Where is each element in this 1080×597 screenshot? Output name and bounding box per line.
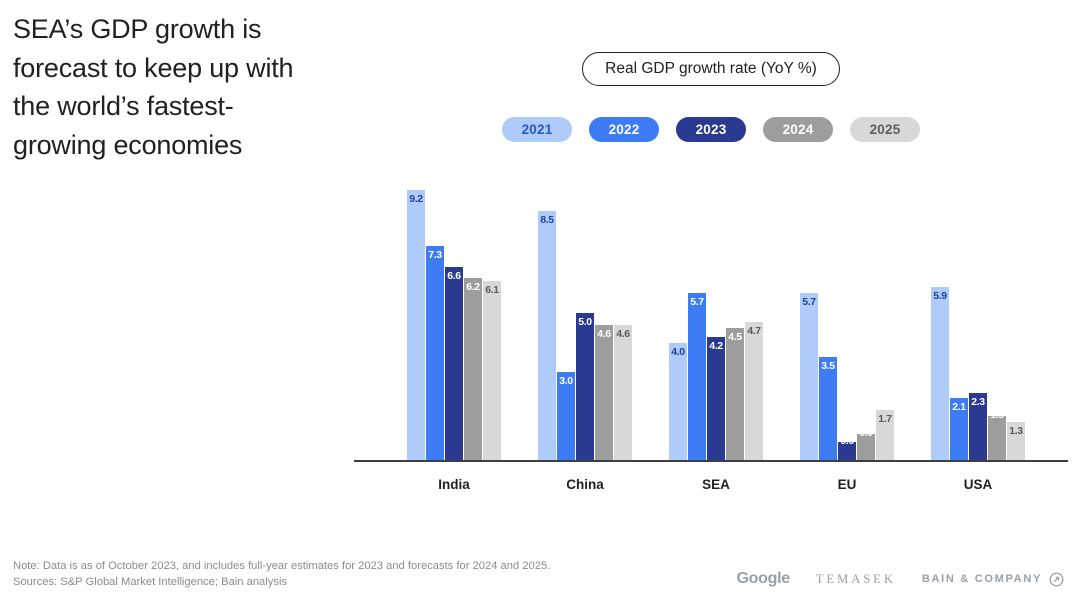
bar-value-label-2022-india: 7.3 [428, 249, 442, 261]
legend-pill-2023: 2023 [676, 117, 746, 142]
bar-2024-eu: 0.9 [857, 434, 875, 460]
bar-2025-eu: 1.7 [876, 410, 894, 460]
bain-logo-text: BAIN & COMPANY [921, 573, 1042, 585]
bar-2021-eu: 5.7 [800, 293, 818, 460]
bar-group-india: 9.2 7.3 6.6 6.2 6.1 [407, 160, 501, 460]
legend-pill-2024: 2024 [763, 117, 833, 142]
category-label-sea: SEA [702, 477, 730, 492]
bar-2022-china: 3.0 [557, 372, 575, 460]
bar-value-label-2022-china: 3.0 [559, 375, 573, 387]
chart-legend: 2021 2022 2023 2024 2025 [354, 117, 1068, 142]
bar-value-label-2021-sea: 4.0 [671, 346, 685, 358]
bar-value-label-2023-eu: 0.6 [838, 442, 856, 447]
bain-logo: BAIN & COMPANY [922, 572, 1064, 587]
bar-2024-sea: 4.5 [726, 328, 744, 460]
chart-title-pill: Real GDP growth rate (YoY %) [582, 52, 840, 86]
category-label-india: India [438, 477, 470, 492]
category-label-usa: USA [963, 477, 993, 492]
bar-2025-sea: 4.7 [745, 322, 763, 460]
legend-pill-2022: 2022 [589, 117, 659, 142]
bar-value-label-2022-sea: 5.7 [690, 296, 704, 308]
bar-2025-usa: 1.3 [1007, 422, 1025, 460]
bar-value-label-2023-china: 5.0 [578, 316, 592, 328]
bar-value-label-2024-china: 4.6 [597, 328, 611, 340]
bar-2023-china: 5.0 [576, 313, 594, 460]
bain-logo-icon [1049, 572, 1064, 586]
bar-2022-eu: 3.5 [819, 357, 837, 460]
bar-2022-sea: 5.7 [688, 293, 706, 460]
bar-value-label-2024-sea: 4.5 [728, 331, 742, 343]
bar-group-sea: 4.0 5.7 4.2 4.5 4.7 [669, 160, 763, 460]
bar-value-label-2021-usa: 5.9 [933, 290, 947, 302]
bar-2023-sea: 4.2 [707, 337, 725, 460]
bar-value-label-2025-usa: 1.3 [1009, 425, 1023, 437]
bar-value-label-2025-eu: 1.7 [878, 413, 892, 425]
bar-2025-india: 6.1 [483, 281, 501, 460]
bar-2024-india: 6.2 [464, 278, 482, 460]
bar-2023-eu: 0.6 [838, 442, 856, 460]
bar-value-label-2021-india: 9.2 [409, 193, 423, 205]
note-line: Note: Data is as of October 2023, and in… [13, 560, 551, 572]
bar-2021-china: 8.5 [538, 211, 556, 460]
bar-value-label-2025-sea: 4.7 [747, 325, 761, 337]
chart-title-wrap: Real GDP growth rate (YoY %) [354, 52, 1068, 86]
legend-pill-2025: 2025 [850, 117, 920, 142]
bar-2022-india: 7.3 [426, 246, 444, 460]
category-label-eu: EU [837, 477, 857, 492]
chart-area: Real GDP growth rate (YoY %) 2021 2022 202… [354, 0, 1068, 520]
google-logo: Google [736, 570, 791, 587]
bar-value-label-2022-eu: 3.5 [821, 360, 835, 372]
bar-value-label-2022-usa: 2.1 [952, 401, 966, 413]
bar-2021-india: 9.2 [407, 190, 425, 460]
bar-value-label-2021-eu: 5.7 [802, 296, 816, 308]
bar-2023-usa: 2.3 [969, 393, 987, 460]
bar-value-label-2024-eu: 0.9 [857, 434, 875, 439]
page-title: SEA’s GDP growth is forecast to keep up … [13, 14, 294, 160]
bar-value-label-2024-india: 6.2 [466, 281, 480, 293]
bar-value-label-2025-china: 4.6 [616, 328, 630, 340]
bar-group-usa: 5.9 2.1 2.3 1.51.3 [931, 160, 1025, 460]
plot-area: 9.2 7.3 6.6 6.2 6.1 8.5 3.0 5.0 4.6 4.6 4.0 5.7 4.2 4… [354, 160, 1068, 462]
bar-2024-usa: 1.5 [988, 416, 1006, 460]
bar-value-label-2025-india: 6.1 [485, 284, 499, 296]
bar-group-china: 8.5 3.0 5.0 4.6 4.6 [538, 160, 632, 460]
bar-value-label-2023-usa: 2.3 [971, 396, 985, 408]
bar-value-label-2021-china: 8.5 [540, 214, 554, 226]
temasek-logo: TEMASEK [815, 571, 896, 586]
bar-2023-india: 6.6 [445, 267, 463, 460]
bar-2021-sea: 4.0 [669, 343, 687, 460]
branding-row: Google TEMASEK BAIN & COMPANY [737, 570, 1065, 588]
bar-value-label-2024-usa: 1.5 [988, 416, 1006, 421]
bar-2024-china: 4.6 [595, 325, 613, 460]
bar-group-eu: 5.7 3.5 0.60.9 1.7 [800, 160, 894, 460]
bar-2021-usa: 5.9 [931, 287, 949, 460]
category-axis: India China SEA EU USA [354, 477, 1068, 497]
footnote: Note: Data is as of October 2023, and in… [13, 559, 550, 590]
sources-line: Sources: S&P Global Market Intelligence;… [13, 575, 288, 588]
legend-pill-2021: 2021 [502, 117, 572, 142]
category-label-china: China [566, 477, 604, 492]
bar-value-label-2023-sea: 4.2 [709, 340, 723, 352]
bar-value-label-2023-india: 6.6 [447, 270, 461, 282]
bar-2025-china: 4.6 [614, 325, 632, 460]
bar-2022-usa: 2.1 [950, 398, 968, 460]
